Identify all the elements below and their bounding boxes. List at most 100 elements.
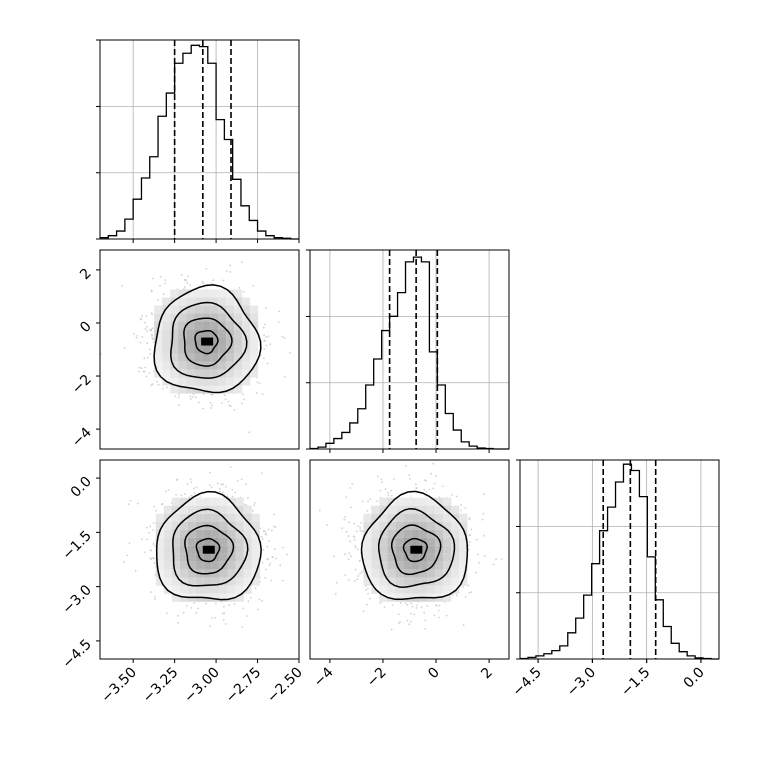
scatter-point bbox=[259, 599, 261, 601]
scatter-point bbox=[255, 587, 257, 589]
histogram-frame bbox=[100, 40, 299, 239]
scatter-point bbox=[247, 600, 249, 602]
scatter-point bbox=[234, 409, 236, 411]
scatter-point bbox=[241, 261, 243, 263]
scatter-point bbox=[271, 556, 273, 558]
scatter-point bbox=[416, 604, 418, 606]
scatter-point bbox=[184, 286, 186, 288]
scatter-point bbox=[243, 291, 245, 293]
scatter-point bbox=[451, 494, 453, 496]
scatter-point bbox=[210, 407, 212, 409]
scatter-point bbox=[435, 475, 437, 477]
scatter-point bbox=[275, 526, 277, 528]
scatter-point bbox=[458, 458, 460, 460]
scatter-point bbox=[232, 496, 234, 498]
scatter-point bbox=[433, 615, 435, 617]
scatter-point bbox=[442, 455, 444, 457]
scatter-point bbox=[149, 353, 151, 355]
scatter-point bbox=[482, 513, 484, 515]
scatter-point bbox=[271, 530, 273, 532]
scatter-point bbox=[268, 335, 270, 337]
y-tick-label: −3.0 bbox=[59, 582, 94, 617]
x-tick-label: −3.00 bbox=[181, 665, 223, 707]
scatter-point bbox=[193, 602, 195, 604]
scatter-point bbox=[191, 495, 193, 497]
scatter-point bbox=[275, 558, 277, 560]
scatter-point bbox=[141, 538, 143, 540]
joint-panel-content bbox=[319, 455, 503, 630]
scatter-point bbox=[160, 276, 162, 278]
scatter-point bbox=[241, 402, 243, 404]
scatter-point bbox=[219, 491, 221, 493]
scatter-point bbox=[253, 504, 255, 506]
x-tick-label: −2.75 bbox=[223, 665, 265, 707]
scatter-point bbox=[228, 401, 230, 403]
scatter-point bbox=[165, 230, 167, 232]
scatter-point bbox=[356, 578, 358, 580]
scatter-point bbox=[501, 558, 503, 560]
scatter-point bbox=[149, 329, 151, 331]
scatter-point bbox=[469, 534, 471, 536]
scatter-point bbox=[152, 278, 154, 280]
histogram-step-line bbox=[520, 464, 719, 659]
scatter-point bbox=[357, 525, 359, 527]
scatter-point bbox=[215, 603, 217, 605]
scatter-point bbox=[166, 387, 168, 389]
scatter-point bbox=[350, 555, 352, 557]
scatter-point bbox=[150, 558, 152, 560]
x-tick-label: −2.50 bbox=[264, 665, 306, 707]
scatter-point bbox=[265, 569, 267, 571]
scatter-point bbox=[460, 504, 462, 506]
scatter-point bbox=[268, 529, 270, 531]
density-cell bbox=[170, 386, 178, 394]
scatter-point bbox=[409, 478, 411, 480]
scatter-point bbox=[484, 555, 486, 557]
scatter-point bbox=[379, 490, 381, 492]
scatter-point bbox=[211, 282, 213, 284]
scatter-point bbox=[150, 591, 152, 593]
density-cell bbox=[371, 506, 379, 514]
scatter-point bbox=[195, 397, 197, 399]
scatter-point bbox=[197, 607, 199, 609]
scatter-point bbox=[245, 483, 247, 485]
scatter-point bbox=[350, 507, 352, 509]
scatter-point bbox=[252, 510, 254, 512]
scatter-point bbox=[158, 384, 160, 386]
scatter-point bbox=[421, 606, 423, 608]
density-cell bbox=[451, 506, 459, 514]
scatter-point bbox=[412, 606, 414, 608]
scatter-point bbox=[186, 605, 188, 607]
scatter-point bbox=[344, 516, 346, 518]
scatter-point bbox=[138, 371, 140, 373]
scatter-point bbox=[225, 623, 227, 625]
scatter-point bbox=[146, 538, 148, 540]
scatter-point bbox=[154, 596, 156, 598]
scatter-point bbox=[319, 510, 321, 512]
scatter-point bbox=[349, 487, 351, 489]
scatter-point bbox=[231, 489, 233, 491]
x-tick-label: 0.0 bbox=[681, 665, 708, 692]
scatter-point bbox=[410, 602, 412, 604]
scatter-point bbox=[224, 394, 226, 396]
scatter-point bbox=[229, 265, 231, 267]
scatter-point bbox=[269, 343, 271, 345]
density-cell bbox=[234, 290, 242, 298]
scatter-point bbox=[434, 483, 436, 485]
scatter-point bbox=[129, 542, 131, 544]
scatter-point bbox=[152, 543, 154, 545]
scatter-point bbox=[228, 604, 230, 606]
scatter-point bbox=[344, 553, 346, 555]
scatter-point bbox=[369, 499, 371, 501]
scatter-point bbox=[284, 376, 286, 378]
scatter-point bbox=[481, 519, 483, 521]
scatter-point bbox=[463, 624, 465, 626]
scatter-point bbox=[151, 312, 153, 314]
scatter-point bbox=[483, 535, 485, 537]
scatter-point bbox=[282, 580, 284, 582]
scatter-point bbox=[152, 383, 154, 385]
scatter-point bbox=[176, 479, 178, 481]
scatter-point bbox=[209, 484, 211, 486]
density-peak bbox=[203, 546, 215, 554]
scatter-point bbox=[211, 486, 213, 488]
scatter-point bbox=[226, 270, 228, 272]
